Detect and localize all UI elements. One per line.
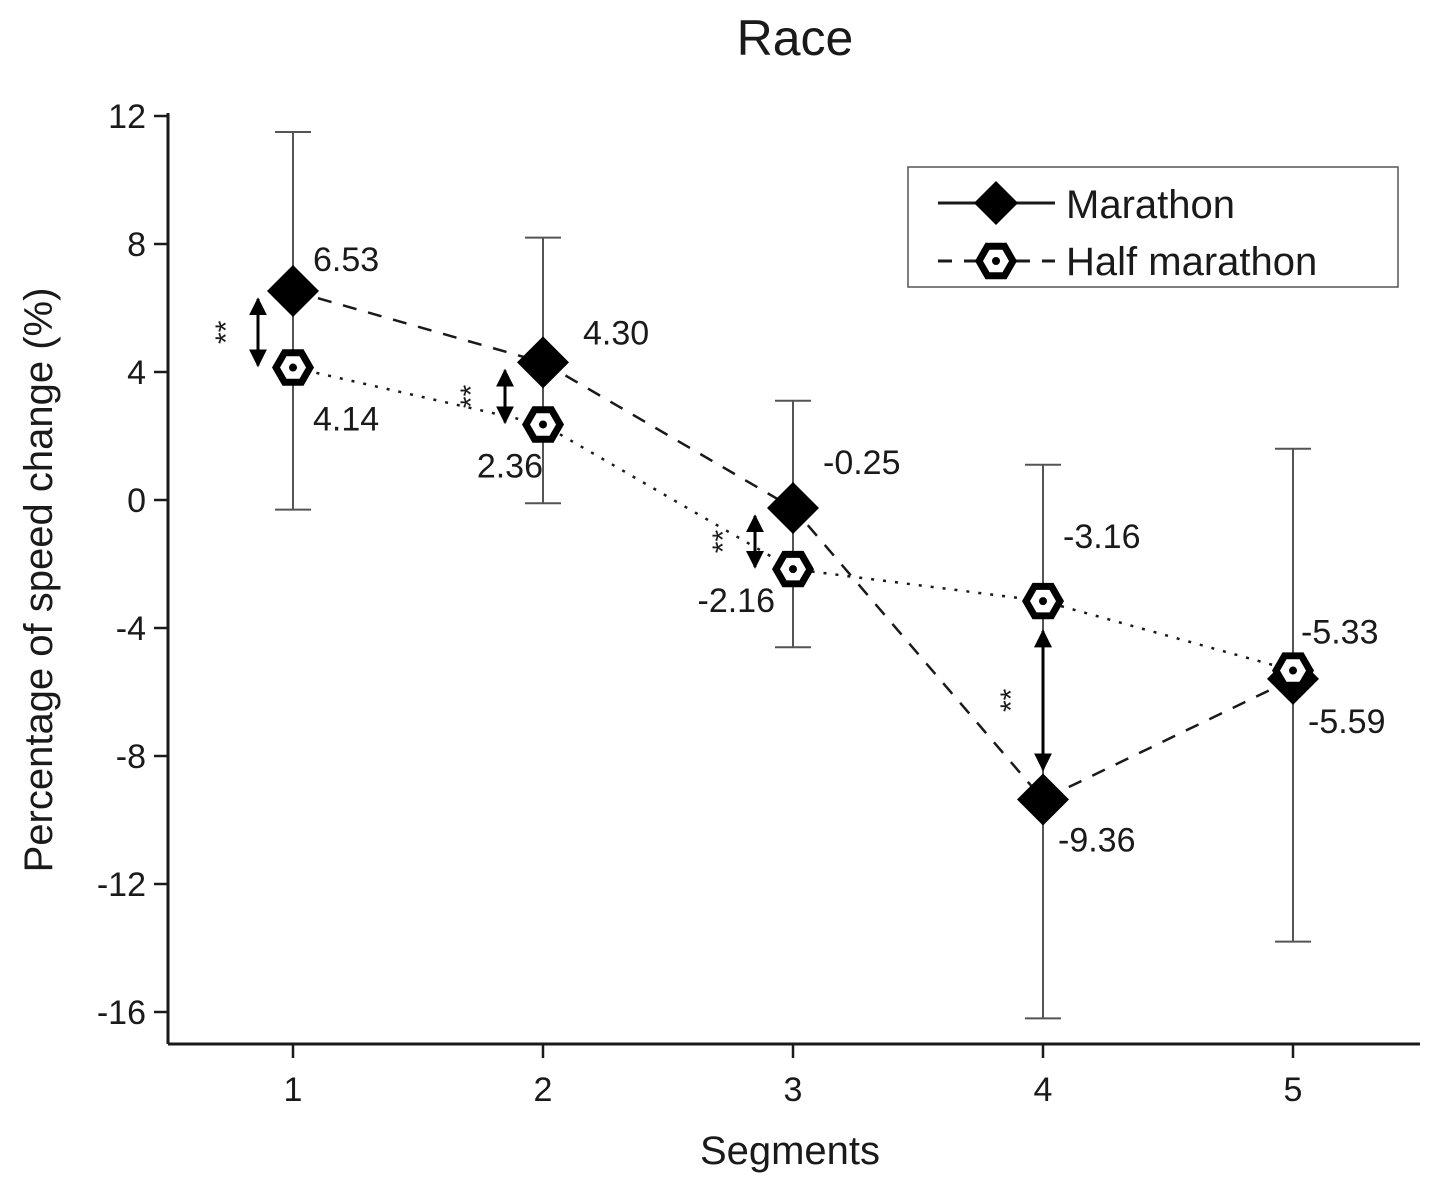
y-ticks: 12 8 4 0 -4 -8 -12 -16	[97, 98, 168, 1032]
y-tick-label: -8	[116, 738, 146, 776]
significance-label: **	[707, 530, 740, 554]
legend-hexagon	[975, 242, 1017, 280]
half-marathon-point	[1022, 582, 1064, 620]
significance-marker: **	[455, 368, 514, 425]
y-tick-label: -12	[97, 866, 146, 904]
half-marathon-point	[1272, 652, 1314, 689]
significance-label: **	[995, 688, 1028, 712]
y-tick-label: -4	[116, 610, 146, 648]
data-markers	[267, 265, 1319, 826]
x-tick-label: 3	[784, 1071, 803, 1109]
hexagon-dot	[539, 420, 547, 429]
legend-half-marathon-label: Half marathon	[1066, 240, 1317, 284]
error-bar	[275, 131, 311, 511]
marathon-point	[267, 265, 319, 318]
significance-arrows: ** ** ** **	[210, 297, 1052, 772]
half-marathon-point	[522, 406, 564, 443]
half-marathon-value-label: -5.33	[1301, 614, 1379, 652]
y-tick-label: 0	[127, 482, 146, 520]
hexagon-dot	[289, 363, 297, 372]
marathon-value-label: 6.53	[313, 241, 379, 279]
legend-marathon-marker	[974, 181, 1018, 225]
marathon-value-label: -5.59	[1308, 703, 1386, 741]
half-marathon-value-label: -3.16	[1063, 518, 1141, 556]
marathon-point	[767, 482, 819, 534]
marathon-value-label: -0.25	[823, 444, 901, 482]
legend-half-marathon-marker	[975, 242, 1017, 280]
half-marathon-point	[272, 349, 314, 386]
marathon-point	[517, 336, 569, 389]
significance-marker: **	[995, 629, 1052, 772]
x-ticks: 1 2 3 4 5	[284, 1044, 1303, 1109]
hexagon-dot	[992, 257, 1000, 265]
chart-title: Race	[737, 10, 854, 66]
hexagon-dot	[1289, 666, 1297, 675]
marathon-point	[1017, 773, 1069, 826]
series-line-half-marathon	[292, 366, 1294, 672]
x-axis-label: Segments	[700, 1129, 880, 1173]
half-marathon-value-label: 2.36	[477, 447, 543, 485]
x-tick-label: 1	[284, 1071, 303, 1109]
y-tick-label: 4	[127, 354, 146, 392]
hexagon-dot	[1039, 597, 1047, 606]
hexagon-dot	[789, 565, 797, 574]
y-axis-label: Percentage of speed change (%)	[17, 288, 61, 873]
y-tick-label: 8	[127, 226, 146, 264]
marathon-value-label: -9.36	[1058, 822, 1136, 860]
half-marathon-point	[772, 550, 814, 588]
half-marathon-value-label: 4.14	[313, 401, 379, 439]
y-tick-label: 12	[108, 98, 146, 136]
significance-label: **	[210, 320, 243, 344]
legend-marathon-label: Marathon	[1066, 183, 1235, 227]
legend: Marathon Half marathon	[907, 166, 1399, 288]
significance-marker: **	[707, 514, 764, 569]
x-tick-label: 4	[1034, 1071, 1053, 1109]
significance-marker: **	[210, 297, 267, 368]
x-tick-label: 5	[1284, 1071, 1303, 1109]
significance-label: **	[455, 384, 488, 408]
x-tick-label: 2	[534, 1071, 553, 1109]
half-marathon-value-label: -2.16	[698, 582, 776, 620]
point-labels: 6.53 4.30 -0.25 -9.36 -5.59 4.14 2.36 -2.16 -3.1…	[313, 241, 1386, 859]
marathon-value-label: 4.30	[583, 314, 649, 352]
y-tick-label: -16	[97, 994, 146, 1032]
